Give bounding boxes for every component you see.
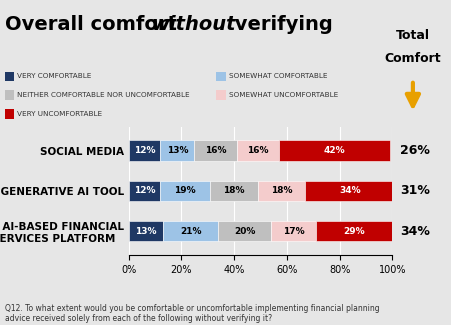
- Text: 21%: 21%: [180, 227, 201, 236]
- Bar: [210, 180, 258, 202]
- Text: 19%: 19%: [175, 187, 196, 195]
- Text: 13%: 13%: [166, 146, 188, 155]
- Bar: [163, 221, 218, 241]
- Text: Q12. To what extent would you be comfortable or uncomfortable implementing finan: Q12. To what extent would you be comfort…: [5, 304, 379, 323]
- Bar: [237, 140, 279, 161]
- Text: 16%: 16%: [247, 146, 268, 155]
- Text: SOMEWHAT UNCOMFORTABLE: SOMEWHAT UNCOMFORTABLE: [229, 92, 338, 98]
- Text: 12%: 12%: [133, 146, 155, 155]
- Text: 20%: 20%: [234, 227, 255, 236]
- Text: Overall comfort: Overall comfort: [5, 15, 183, 33]
- Text: Comfort: Comfort: [385, 52, 441, 65]
- Text: NEITHER COMFORTABLE NOR UNCOMFORTABLE: NEITHER COMFORTABLE NOR UNCOMFORTABLE: [17, 92, 190, 98]
- Bar: [316, 221, 392, 241]
- Bar: [129, 180, 160, 202]
- Bar: [218, 221, 271, 241]
- Text: VERY COMFORTABLE: VERY COMFORTABLE: [17, 73, 92, 79]
- Bar: [160, 180, 210, 202]
- Text: SOMEWHAT COMFORTABLE: SOMEWHAT COMFORTABLE: [229, 73, 327, 79]
- Text: 12%: 12%: [133, 187, 155, 195]
- Bar: [279, 140, 390, 161]
- Bar: [129, 221, 163, 241]
- Text: 13%: 13%: [135, 227, 156, 236]
- Text: Total: Total: [396, 29, 430, 42]
- Text: VERY UNCOMFORTABLE: VERY UNCOMFORTABLE: [17, 111, 102, 117]
- Text: 29%: 29%: [343, 227, 365, 236]
- Bar: [194, 140, 237, 161]
- Bar: [160, 140, 194, 161]
- Text: 31%: 31%: [400, 185, 430, 197]
- Text: 18%: 18%: [271, 187, 292, 195]
- Text: 26%: 26%: [400, 144, 430, 157]
- Bar: [271, 221, 316, 241]
- Text: 16%: 16%: [205, 146, 226, 155]
- Bar: [129, 140, 160, 161]
- Text: 42%: 42%: [323, 146, 345, 155]
- Text: 34%: 34%: [400, 225, 430, 238]
- Text: verifying: verifying: [228, 15, 332, 33]
- Text: 17%: 17%: [283, 227, 304, 236]
- Text: 18%: 18%: [223, 187, 245, 195]
- Text: without: without: [151, 15, 235, 33]
- Text: 34%: 34%: [339, 187, 361, 195]
- Bar: [305, 180, 395, 202]
- Bar: [258, 180, 305, 202]
